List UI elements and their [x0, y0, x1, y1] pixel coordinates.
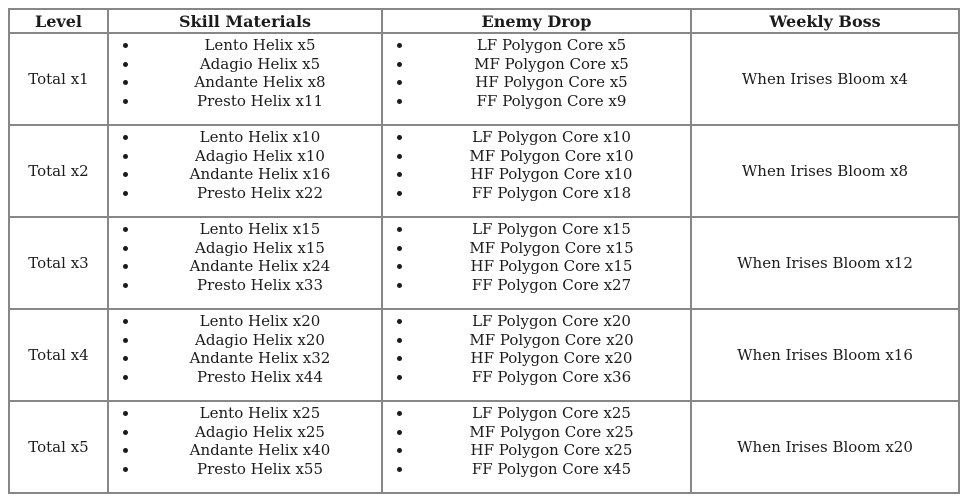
list-item: Presto Helix x11 [139, 92, 381, 111]
skill-materials-cell: Lento Helix x10Adagio Helix x10Andante H… [108, 125, 382, 217]
list-item: FF Polygon Core x36 [413, 368, 690, 387]
list-item: LF Polygon Core x15 [413, 220, 690, 239]
list-item: LF Polygon Core x25 [413, 404, 690, 423]
list-item: LF Polygon Core x5 [413, 36, 690, 55]
list-item: Lento Helix x15 [139, 220, 381, 239]
weekly-boss-cell: When Irises Bloom x8 [691, 125, 959, 217]
skill-materials-list: Lento Helix x5Adagio Helix x5Andante Hel… [109, 36, 381, 110]
list-item: HF Polygon Core x25 [413, 441, 690, 460]
table-body: Total x1Lento Helix x5Adagio Helix x5And… [9, 33, 959, 493]
list-item: Presto Helix x22 [139, 184, 381, 203]
header-weekly-boss: Weekly Boss [691, 9, 959, 33]
table-header-row: Level Skill Materials Enemy Drop Weekly … [9, 9, 959, 33]
skill-materials-cell: Lento Helix x5Adagio Helix x5Andante Hel… [108, 33, 382, 125]
level-cell: Total x1 [9, 33, 108, 125]
materials-table: Level Skill Materials Enemy Drop Weekly … [8, 8, 960, 494]
list-item: FF Polygon Core x18 [413, 184, 690, 203]
list-item: LF Polygon Core x20 [413, 312, 690, 331]
enemy-drop-list: LF Polygon Core x25MF Polygon Core x25HF… [383, 404, 690, 478]
list-item: MF Polygon Core x10 [413, 147, 690, 166]
enemy-drop-cell: LF Polygon Core x15MF Polygon Core x15HF… [382, 217, 691, 309]
list-item: FF Polygon Core x9 [413, 92, 690, 111]
level-cell: Total x3 [9, 217, 108, 309]
weekly-boss-cell: When Irises Bloom x12 [691, 217, 959, 309]
enemy-drop-cell: LF Polygon Core x5MF Polygon Core x5HF P… [382, 33, 691, 125]
skill-materials-list: Lento Helix x10Adagio Helix x10Andante H… [109, 128, 381, 202]
list-item: Adagio Helix x10 [139, 147, 381, 166]
skill-materials-list: Lento Helix x25Adagio Helix x25Andante H… [109, 404, 381, 478]
list-item: MF Polygon Core x25 [413, 423, 690, 442]
enemy-drop-list: LF Polygon Core x5MF Polygon Core x5HF P… [383, 36, 690, 110]
list-item: FF Polygon Core x45 [413, 460, 690, 479]
header-row: Level Skill Materials Enemy Drop Weekly … [9, 9, 959, 33]
list-item: Lento Helix x20 [139, 312, 381, 331]
list-item: Lento Helix x25 [139, 404, 381, 423]
list-item: HF Polygon Core x20 [413, 349, 690, 368]
skill-materials-list: Lento Helix x15Adagio Helix x15Andante H… [109, 220, 381, 294]
table-row: Total x4Lento Helix x20Adagio Helix x20A… [9, 309, 959, 401]
level-cell: Total x4 [9, 309, 108, 401]
list-item: Presto Helix x44 [139, 368, 381, 387]
list-item: Adagio Helix x15 [139, 239, 381, 258]
list-item: LF Polygon Core x10 [413, 128, 690, 147]
list-item: Presto Helix x55 [139, 460, 381, 479]
enemy-drop-cell: LF Polygon Core x10MF Polygon Core x10HF… [382, 125, 691, 217]
level-cell: Total x2 [9, 125, 108, 217]
skill-materials-list: Lento Helix x20Adagio Helix x20Andante H… [109, 312, 381, 386]
list-item: Andante Helix x8 [139, 73, 381, 92]
header-enemy-drop: Enemy Drop [382, 9, 691, 33]
weekly-boss-cell: When Irises Bloom x20 [691, 401, 959, 493]
header-skill-materials: Skill Materials [108, 9, 382, 33]
table-row: Total x3Lento Helix x15Adagio Helix x15A… [9, 217, 959, 309]
table-row: Total x2Lento Helix x10Adagio Helix x10A… [9, 125, 959, 217]
skill-materials-cell: Lento Helix x20Adagio Helix x20Andante H… [108, 309, 382, 401]
list-item: Adagio Helix x20 [139, 331, 381, 350]
header-level: Level [9, 9, 108, 33]
weekly-boss-cell: When Irises Bloom x16 [691, 309, 959, 401]
list-item: Lento Helix x5 [139, 36, 381, 55]
list-item: MF Polygon Core x15 [413, 239, 690, 258]
list-item: Andante Helix x40 [139, 441, 381, 460]
list-item: Adagio Helix x5 [139, 55, 381, 74]
table-row: Total x1Lento Helix x5Adagio Helix x5And… [9, 33, 959, 125]
list-item: Lento Helix x10 [139, 128, 381, 147]
skill-materials-cell: Lento Helix x15Adagio Helix x15Andante H… [108, 217, 382, 309]
level-cell: Total x5 [9, 401, 108, 493]
table-row: Total x5Lento Helix x25Adagio Helix x25A… [9, 401, 959, 493]
enemy-drop-list: LF Polygon Core x15MF Polygon Core x15HF… [383, 220, 690, 294]
list-item: Andante Helix x32 [139, 349, 381, 368]
list-item: HF Polygon Core x10 [413, 165, 690, 184]
list-item: MF Polygon Core x20 [413, 331, 690, 350]
skill-materials-cell: Lento Helix x25Adagio Helix x25Andante H… [108, 401, 382, 493]
enemy-drop-cell: LF Polygon Core x20MF Polygon Core x20HF… [382, 309, 691, 401]
weekly-boss-cell: When Irises Bloom x4 [691, 33, 959, 125]
list-item: HF Polygon Core x15 [413, 257, 690, 276]
list-item: Andante Helix x24 [139, 257, 381, 276]
list-item: Andante Helix x16 [139, 165, 381, 184]
enemy-drop-list: LF Polygon Core x10MF Polygon Core x10HF… [383, 128, 690, 202]
enemy-drop-cell: LF Polygon Core x25MF Polygon Core x25HF… [382, 401, 691, 493]
enemy-drop-list: LF Polygon Core x20MF Polygon Core x20HF… [383, 312, 690, 386]
list-item: Presto Helix x33 [139, 276, 381, 295]
list-item: HF Polygon Core x5 [413, 73, 690, 92]
list-item: Adagio Helix x25 [139, 423, 381, 442]
list-item: FF Polygon Core x27 [413, 276, 690, 295]
list-item: MF Polygon Core x5 [413, 55, 690, 74]
